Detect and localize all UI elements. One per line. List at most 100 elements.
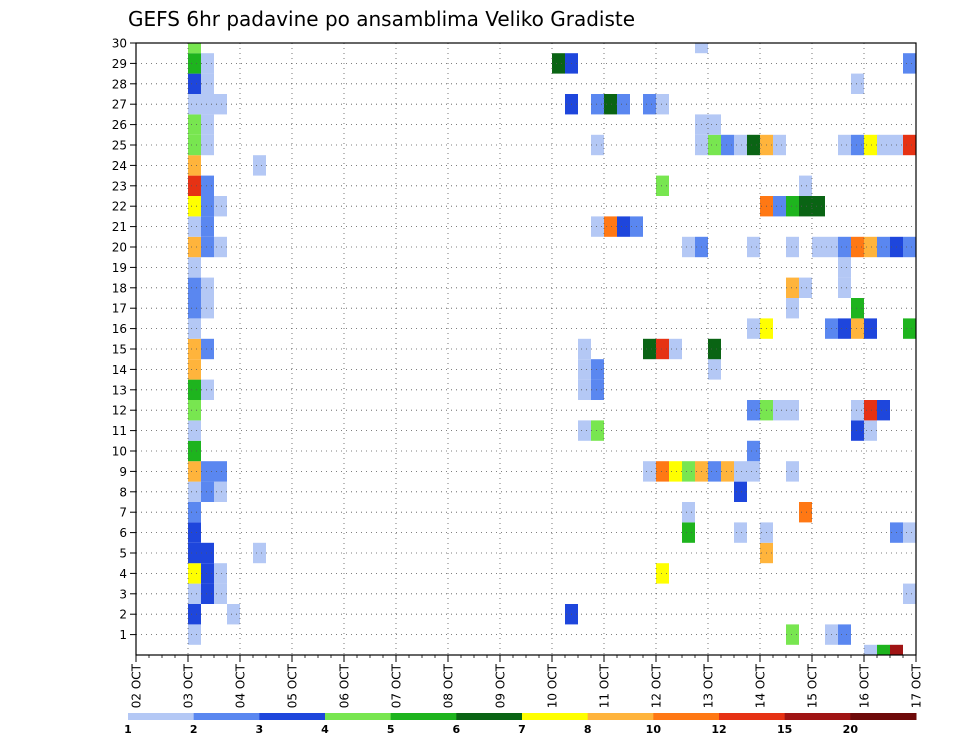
heat-cell	[188, 43, 201, 54]
y-tick-label: 14	[112, 363, 127, 377]
y-tick-label: 1	[119, 628, 127, 642]
y-tick-label: 24	[112, 159, 127, 173]
heat-cell	[734, 522, 747, 543]
heat-cell	[188, 216, 201, 237]
heat-cell	[188, 461, 201, 482]
x-tick-label: 05 OCT	[286, 663, 300, 708]
y-tick-label: 6	[119, 526, 127, 540]
x-tick-label: 07 OCT	[390, 663, 404, 708]
heat-cell	[734, 134, 747, 156]
y-tick-label: 15	[112, 343, 127, 357]
heat-cell	[838, 257, 851, 278]
heat-cell	[656, 338, 669, 360]
colorbar-swatch	[456, 713, 523, 720]
heat-cell	[864, 420, 877, 441]
x-tick-label: 16 OCT	[858, 663, 872, 708]
heat-cell	[838, 277, 851, 298]
x-tick-label: 08 OCT	[442, 663, 456, 708]
heat-cell	[188, 502, 201, 523]
heat-cell	[721, 134, 734, 156]
heat-cell	[591, 379, 604, 400]
colorbar-label: 4	[321, 723, 329, 736]
heat-cell	[188, 175, 201, 196]
heat-cell	[864, 318, 877, 339]
heat-cell	[851, 236, 864, 258]
heat-cell	[838, 236, 851, 258]
y-tick-label: 10	[112, 445, 127, 459]
heat-cell	[188, 624, 201, 645]
colorbar-label: 1	[124, 723, 132, 736]
heat-cell	[253, 155, 266, 176]
heat-cell	[747, 134, 760, 156]
heat-cell	[188, 542, 201, 564]
heat-cell	[201, 196, 214, 217]
heat-cell	[838, 624, 851, 645]
heat-cell	[214, 94, 227, 115]
heat-cell	[747, 236, 760, 258]
heat-cell	[747, 400, 760, 421]
colorbar-label: 2	[190, 723, 198, 736]
heat-cell	[201, 277, 214, 298]
heat-cell	[903, 583, 916, 604]
y-tick-label: 7	[119, 506, 127, 520]
heat-cell	[201, 338, 214, 360]
heat-cell	[188, 94, 201, 115]
heat-cell	[669, 461, 682, 482]
heat-cell	[188, 53, 201, 74]
heat-cell	[188, 114, 201, 135]
heat-cell	[604, 216, 617, 237]
heat-cell	[591, 216, 604, 237]
heat-cell	[864, 644, 877, 655]
heat-cell	[877, 644, 890, 655]
heat-cell	[786, 400, 799, 421]
heat-cell	[682, 502, 695, 523]
heat-cell	[786, 196, 799, 217]
heat-cell	[604, 94, 617, 115]
heat-cell	[864, 134, 877, 156]
heat-cell	[201, 175, 214, 196]
heat-cell	[591, 94, 604, 115]
heat-cell	[877, 400, 890, 421]
cells-layer	[188, 43, 916, 655]
x-tick-label: 09 OCT	[494, 663, 508, 708]
heat-cell	[578, 379, 591, 400]
heat-cell	[214, 461, 227, 482]
heat-cell	[799, 277, 812, 298]
heat-cell	[799, 175, 812, 196]
y-tick-label: 20	[112, 241, 127, 255]
colorbar-swatch	[850, 713, 917, 720]
y-tick-label: 12	[112, 404, 127, 418]
heat-cell	[786, 461, 799, 482]
heat-cell	[747, 461, 760, 482]
heat-cell	[188, 134, 201, 156]
y-tick-label: 3	[119, 587, 127, 601]
heat-cell	[903, 522, 916, 543]
heat-cell	[877, 134, 890, 156]
heat-cell	[201, 114, 214, 135]
heat-cell	[656, 563, 669, 584]
heat-cell	[578, 420, 591, 441]
heat-cell	[578, 359, 591, 380]
heat-cell	[201, 134, 214, 156]
colorbar: 1 2 3 4 5 6 7 8 10 12 15 20	[124, 713, 917, 736]
y-tick-label: 27	[112, 98, 127, 112]
heat-cell	[201, 236, 214, 258]
colorbar-label: 7	[518, 723, 526, 736]
heat-cell	[591, 359, 604, 380]
colorbar-swatch	[325, 713, 392, 720]
y-tick-label: 13	[112, 383, 127, 397]
heat-cell	[188, 440, 201, 462]
colorbar-swatch	[193, 713, 260, 720]
heat-cell	[747, 440, 760, 462]
heat-cell	[201, 481, 214, 502]
heat-cell	[812, 236, 825, 258]
heat-cell	[747, 318, 760, 339]
heat-cell	[227, 604, 240, 625]
y-tick-label: 29	[112, 57, 127, 71]
heat-cell	[188, 338, 201, 360]
heat-cell	[617, 216, 630, 237]
heat-cell	[734, 481, 747, 502]
colorbar-swatch	[587, 713, 654, 720]
x-axis: 02 OCT 03 OCT 04 OCT 05 OCT 06 OCT 07 OCT 08 O…	[130, 655, 924, 708]
heat-cell	[682, 461, 695, 482]
